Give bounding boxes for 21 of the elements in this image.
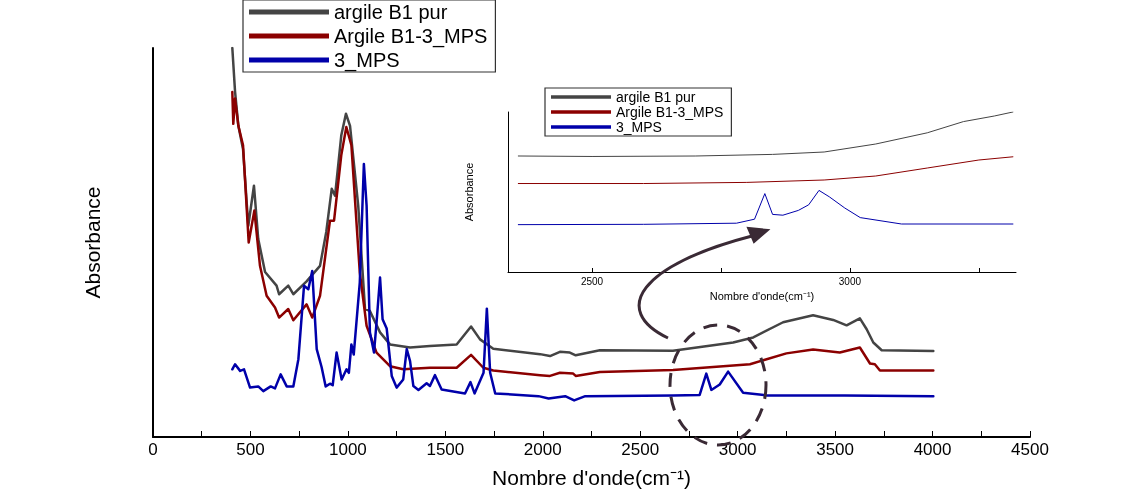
x-tick-label: 500 xyxy=(236,440,265,459)
legend-label: Argile B1-3_MPS xyxy=(616,104,724,120)
x-tick-label: 3500 xyxy=(816,440,855,459)
legend-label: argile B1 pur xyxy=(334,1,448,23)
x-tick-label: 1500 xyxy=(426,440,465,459)
x-tick-label: 2500 xyxy=(580,275,604,287)
x-axis-title: Nombre d'onde(cm⁻¹) xyxy=(492,466,691,489)
y-axis-title: Absorbance xyxy=(81,186,104,299)
x-tick-label: 0 xyxy=(148,440,158,459)
x-tick-label: 1000 xyxy=(328,440,367,459)
legend-label: 3_MPS xyxy=(616,119,662,135)
legend-label: 3_MPS xyxy=(334,49,400,72)
legend-label: Argile B1-3_MPS xyxy=(334,25,488,48)
x-tick-label: 4000 xyxy=(913,440,952,459)
y-axis-title: Absorbance xyxy=(462,162,475,222)
x-tick-label: 2000 xyxy=(523,440,562,459)
x-axis-title: Nombre d'onde(cm⁻¹) xyxy=(709,290,815,303)
x-tick-label: 4500 xyxy=(1011,440,1049,459)
x-tick-label: 3000 xyxy=(838,275,862,287)
legend-label: argile B1 pur xyxy=(616,89,696,105)
x-tick-label: 2500 xyxy=(621,440,660,459)
